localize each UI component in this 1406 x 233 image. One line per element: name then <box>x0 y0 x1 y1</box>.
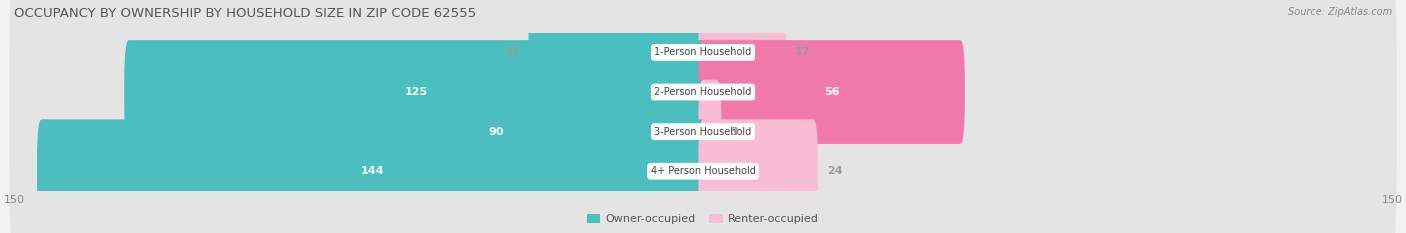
FancyBboxPatch shape <box>699 0 786 104</box>
Text: 144: 144 <box>360 166 384 176</box>
Text: OCCUPANCY BY OWNERSHIP BY HOUSEHOLD SIZE IN ZIP CODE 62555: OCCUPANCY BY OWNERSHIP BY HOUSEHOLD SIZE… <box>14 7 477 20</box>
Text: 4+ Person Household: 4+ Person Household <box>651 166 755 176</box>
FancyBboxPatch shape <box>10 0 1396 144</box>
Text: 24: 24 <box>827 166 842 176</box>
Text: 1-Person Household: 1-Person Household <box>654 48 752 57</box>
FancyBboxPatch shape <box>124 40 707 144</box>
FancyBboxPatch shape <box>285 80 707 184</box>
Text: 3: 3 <box>731 127 738 137</box>
Text: 90: 90 <box>488 127 505 137</box>
FancyBboxPatch shape <box>10 80 1396 233</box>
FancyBboxPatch shape <box>699 40 965 144</box>
Text: 17: 17 <box>794 48 810 57</box>
Text: 2-Person Household: 2-Person Household <box>654 87 752 97</box>
FancyBboxPatch shape <box>10 40 1396 223</box>
Text: 3-Person Household: 3-Person Household <box>654 127 752 137</box>
Text: 37: 37 <box>503 48 519 57</box>
FancyBboxPatch shape <box>529 0 707 104</box>
FancyBboxPatch shape <box>699 80 721 184</box>
FancyBboxPatch shape <box>37 119 707 223</box>
FancyBboxPatch shape <box>10 0 1396 184</box>
FancyBboxPatch shape <box>699 119 818 223</box>
Text: Source: ZipAtlas.com: Source: ZipAtlas.com <box>1288 7 1392 17</box>
Legend: Owner-occupied, Renter-occupied: Owner-occupied, Renter-occupied <box>582 209 824 229</box>
Text: 56: 56 <box>824 87 839 97</box>
Text: 125: 125 <box>405 87 427 97</box>
